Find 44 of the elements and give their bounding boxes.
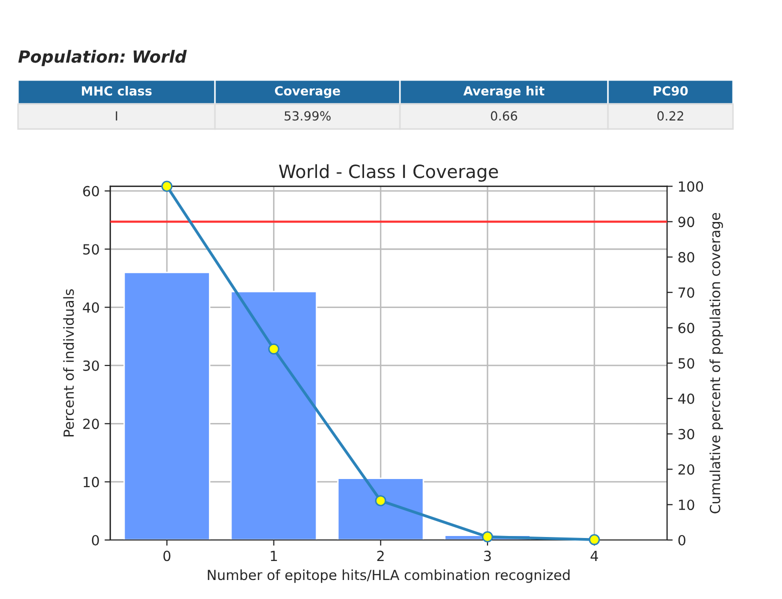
x-tick-label: 1 — [270, 550, 277, 561]
text: Coverage — [274, 86, 340, 98]
x-tick-label: 4 — [590, 550, 598, 561]
text: 53.99% — [284, 111, 331, 121]
point — [161, 180, 172, 192]
point — [268, 343, 280, 355]
x-axis-title: Number of epitope hits/HLA combination recognized — [208, 569, 570, 583]
point — [482, 531, 494, 542]
y2-tick-label: 70 — [678, 287, 694, 298]
y2-tick-label: 30 — [678, 428, 694, 440]
x-tick-label: 0 — [163, 550, 170, 562]
point — [375, 495, 386, 506]
text: MHC class — [82, 86, 152, 96]
x-tick-label: 3 — [484, 550, 491, 562]
y-tick-label: 0 — [92, 534, 99, 546]
x-tick-label: 2 — [377, 550, 384, 561]
text: I — [116, 111, 118, 120]
y2-axis-title: Cumulative percent of population coverage — [710, 212, 723, 514]
y-tick-label: 60 — [83, 186, 99, 196]
y2-tick-label: 100 — [678, 181, 704, 192]
point — [588, 534, 600, 546]
y2-tick-label: 80 — [678, 252, 694, 263]
bar — [123, 272, 210, 540]
y-tick-label: 50 — [83, 244, 99, 255]
y-tick-label: 40 — [82, 302, 99, 313]
y2-tick-label: 90 — [678, 216, 694, 228]
text: PC90 — [654, 86, 688, 96]
y-axis-title: Percent of individuals — [63, 289, 74, 436]
y2-tick-label: 10 — [678, 500, 694, 510]
y2-tick-label: 20 — [678, 464, 694, 475]
y-tick-label: 20 — [83, 418, 99, 430]
chart-title: World - Class I Coverage — [278, 164, 498, 182]
text: Average hit — [463, 86, 544, 98]
y2-tick-label: 60 — [678, 322, 694, 334]
text: 0.66 — [490, 111, 518, 121]
y2-tick-label: 0 — [678, 534, 686, 546]
y2-tick-label: 50 — [678, 358, 694, 369]
bar — [230, 290, 318, 540]
y-tick-label: 30 — [83, 360, 99, 371]
text: 0.22 — [657, 111, 684, 121]
bar — [337, 478, 424, 540]
y-tick-label: 10 — [84, 476, 99, 488]
y2-tick-label: 40 — [678, 393, 694, 404]
text: Population: World — [18, 50, 187, 66]
